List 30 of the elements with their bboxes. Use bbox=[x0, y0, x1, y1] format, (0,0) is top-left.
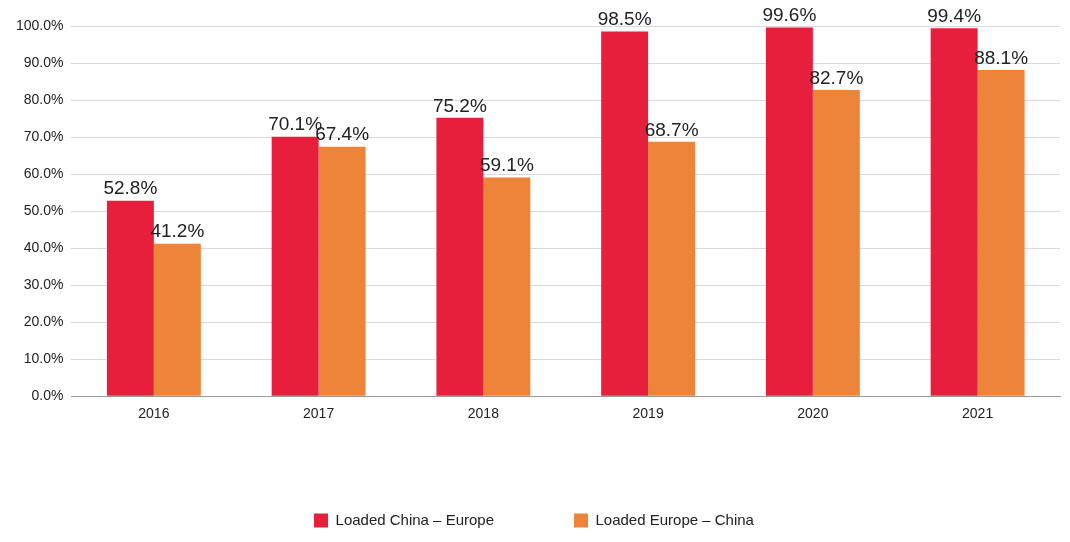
y-tick-label: 0.0% bbox=[31, 387, 64, 404]
y-tick-label: 90.0% bbox=[23, 53, 64, 70]
legend-label: Loaded Europe – China bbox=[595, 510, 755, 528]
data-label: 52.8% bbox=[103, 177, 158, 199]
bar bbox=[153, 243, 201, 396]
y-tick-label: 50.0% bbox=[23, 201, 64, 218]
data-label: 75.2% bbox=[432, 94, 487, 116]
y-tick-label: 10.0% bbox=[23, 350, 64, 367]
x-tick-label: 2019 bbox=[632, 405, 664, 422]
data-label: 99.4% bbox=[927, 4, 982, 26]
bar bbox=[318, 146, 366, 396]
y-tick-label: 40.0% bbox=[23, 238, 64, 255]
bar bbox=[483, 177, 531, 396]
y-tick-label: 100.0% bbox=[16, 16, 64, 33]
y-tick-label: 80.0% bbox=[23, 90, 64, 107]
bar bbox=[977, 70, 1025, 396]
y-tick-label: 30.0% bbox=[23, 276, 64, 292]
x-tick-label: 2016 bbox=[138, 405, 170, 422]
y-tick-label: 20.0% bbox=[23, 313, 64, 330]
x-tick-label: 2020 bbox=[797, 405, 829, 422]
y-tick-label: 60.0% bbox=[23, 164, 64, 181]
bar bbox=[812, 90, 860, 396]
bar bbox=[648, 141, 696, 396]
legend-label: Loaded China – Europe bbox=[335, 510, 495, 528]
data-label: 98.5% bbox=[597, 8, 652, 30]
y-tick-label: 70.0% bbox=[23, 127, 64, 144]
x-tick-label: 2018 bbox=[467, 405, 500, 422]
x-tick-label: 2017 bbox=[303, 405, 335, 422]
data-label: 99.6% bbox=[762, 4, 817, 26]
x-tick-label: 2021 bbox=[962, 405, 994, 422]
